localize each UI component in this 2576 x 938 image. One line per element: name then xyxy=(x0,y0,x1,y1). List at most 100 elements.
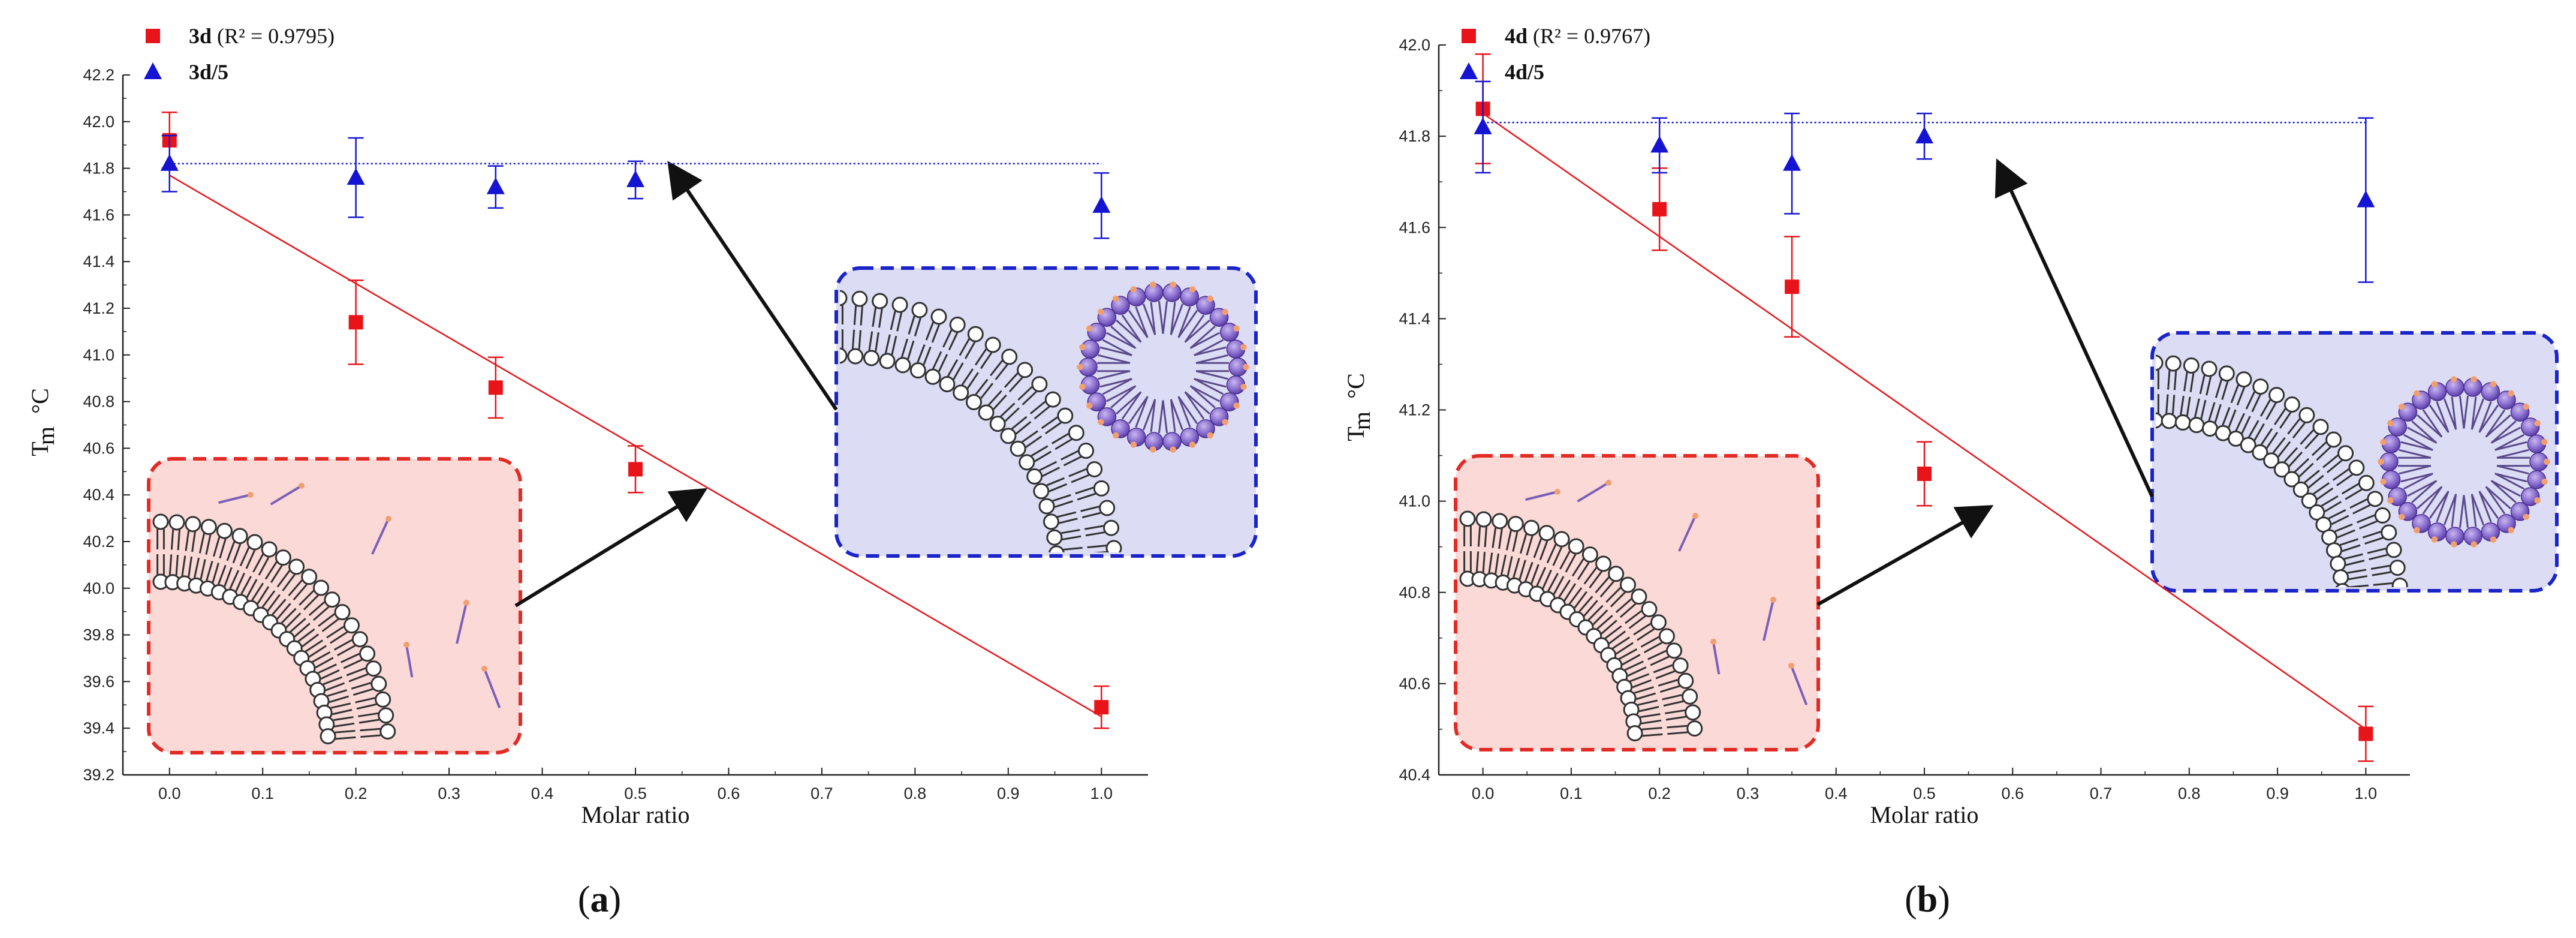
y-tick-label: 40.6 xyxy=(1399,675,1430,693)
legend-marker-square xyxy=(1462,29,1476,43)
x-tick-label: 1.0 xyxy=(2355,784,2378,802)
lipid-bilayer xyxy=(840,290,1122,552)
panel-b: 40.4 40.6 40.8 41.0 41.2 41.4 41.6 41.8 42.0 0.0 0… xyxy=(1342,24,2559,920)
arrow-to-constant-line xyxy=(1994,158,2154,498)
caption-letter: a xyxy=(590,879,609,920)
drug-molecule xyxy=(218,494,251,504)
caption-open: ( xyxy=(578,879,590,920)
data-point-triangle xyxy=(486,177,505,194)
legend-label-bold: 4d/5 xyxy=(1505,60,1544,84)
x-tick-label: 0.0 xyxy=(158,784,181,802)
legend-label-r2: (R² = 0.9767) xyxy=(1527,24,1650,48)
complex-micelle xyxy=(1077,281,1249,453)
y-tick-label: 41.6 xyxy=(1399,218,1430,236)
x-tick-label: 0.7 xyxy=(811,784,833,802)
caption-open: ( xyxy=(1905,879,1917,920)
x-tick-label: 0.5 xyxy=(1913,784,1936,802)
x-tick-label: 0.2 xyxy=(1648,784,1671,802)
y-tick-label: 40.8 xyxy=(83,393,115,411)
fit-line xyxy=(1482,113,2367,730)
legend-entry-3d/5: 3d/5 xyxy=(144,60,228,84)
y-tick-label: 41.8 xyxy=(1399,127,1430,145)
x-tick-label: 0.9 xyxy=(997,784,1020,802)
legend-label: 4d (R² = 0.9767) xyxy=(1505,24,1650,48)
y-tick-label: 41.2 xyxy=(1399,401,1430,419)
legend-label: 3d/5 xyxy=(189,60,228,84)
panel-a: 39.2 39.4 39.6 39.8 40.0 40.2 40.4 40.6 40.8 41.0… xyxy=(26,24,1258,920)
y-tick-label: 40.4 xyxy=(1399,766,1430,784)
y-tick-label: 42.2 xyxy=(83,66,115,84)
drug-molecule xyxy=(405,644,414,678)
x-tick-label: 0.7 xyxy=(2090,784,2113,802)
legend-label-bold: 3d/5 xyxy=(189,60,228,84)
x-tick-label: 0.0 xyxy=(1472,784,1495,802)
drug-molecule xyxy=(1712,641,1721,675)
legend-marker-triangle xyxy=(144,62,162,79)
y-tick-label: 42.0 xyxy=(1399,36,1430,54)
drug-molecule xyxy=(1678,515,1697,552)
inset-bilayer-free-drug xyxy=(1454,454,1820,751)
y-tick-label: 42.0 xyxy=(83,113,115,131)
y-tick-label: 41.2 xyxy=(83,299,115,317)
caption-close: ) xyxy=(609,879,622,920)
arrow-to-fit-line xyxy=(514,488,708,608)
data-point-triangle xyxy=(626,170,644,188)
y-label-sub: m xyxy=(1348,411,1375,430)
legend-label-r2: (R² = 0.9795) xyxy=(212,24,335,48)
inset-blue-box xyxy=(834,266,1258,558)
y-tick-label: 41.6 xyxy=(83,206,115,224)
data-point-square xyxy=(1094,700,1109,715)
drug-molecule xyxy=(483,668,501,708)
legend-marker-triangle xyxy=(1460,62,1478,79)
x-axis-label: Molar ratio xyxy=(581,801,689,828)
arrow-to-constant-line xyxy=(667,161,838,411)
x-tick-label: 0.4 xyxy=(1825,784,1848,802)
x-tick-label: 0.5 xyxy=(624,784,647,802)
x-axis-label: Molar ratio xyxy=(1870,801,1978,828)
data-point-square xyxy=(2358,726,2373,741)
arrow-to-fit-line xyxy=(1816,505,1994,606)
lipid-bilayer xyxy=(152,513,396,745)
x-tick-label: 0.1 xyxy=(251,784,274,802)
y-tick-label: 39.8 xyxy=(83,626,115,644)
legend-label: 3d (R² = 0.9795) xyxy=(189,24,335,48)
y-axis-label: Tm °C xyxy=(26,388,59,456)
legend-marker-square xyxy=(146,29,160,43)
lipid-bilayer xyxy=(2156,354,2408,587)
drug-molecule xyxy=(1525,491,1558,501)
drug-molecule xyxy=(1790,665,1808,705)
legend-label-bold: 3d xyxy=(189,24,212,48)
x-tick-label: 0.1 xyxy=(1560,784,1583,802)
lipid-bilayer xyxy=(1459,510,1703,742)
legend-entry-4d: 4d (R² = 0.9767) xyxy=(1462,24,1650,48)
legend-label: 4d/5 xyxy=(1505,60,1544,84)
data-point-triangle xyxy=(1474,117,1492,134)
data-point-square xyxy=(1652,202,1667,217)
drug-molecule xyxy=(270,485,303,506)
x-tick-label: 0.8 xyxy=(904,784,927,802)
series-3d xyxy=(161,111,1110,729)
data-point-triangle xyxy=(160,154,179,171)
data-point-square xyxy=(348,315,363,330)
series-3d/5 xyxy=(160,134,1111,239)
data-point-triangle xyxy=(1092,196,1111,213)
caption-close: ) xyxy=(1938,879,1950,920)
data-point-square xyxy=(1785,279,1800,294)
y-tick-label: 39.4 xyxy=(83,719,115,737)
x-tick-label: 1.0 xyxy=(1090,784,1113,802)
x-tick-label: 0.9 xyxy=(2266,784,2289,802)
y-label-main: T xyxy=(1342,426,1369,441)
y-label-sub: m xyxy=(32,426,59,445)
data-point-triangle xyxy=(1650,136,1669,153)
inset-bilayer-complex xyxy=(834,266,1258,558)
legend-label-bold: 4d xyxy=(1505,24,1527,48)
y-tick-label: 40.2 xyxy=(83,533,115,551)
y-tick-label: 39.6 xyxy=(83,672,115,690)
panel-caption: (b) xyxy=(1905,879,1950,920)
x-tick-label: 0.3 xyxy=(438,784,460,802)
x-tick-label: 0.8 xyxy=(2178,784,2201,802)
x-tick-label: 0.2 xyxy=(345,784,367,802)
drug-molecule xyxy=(371,518,390,555)
y-axis-label: Tm °C xyxy=(1342,373,1375,441)
y-label-unit: °C xyxy=(1342,373,1369,399)
